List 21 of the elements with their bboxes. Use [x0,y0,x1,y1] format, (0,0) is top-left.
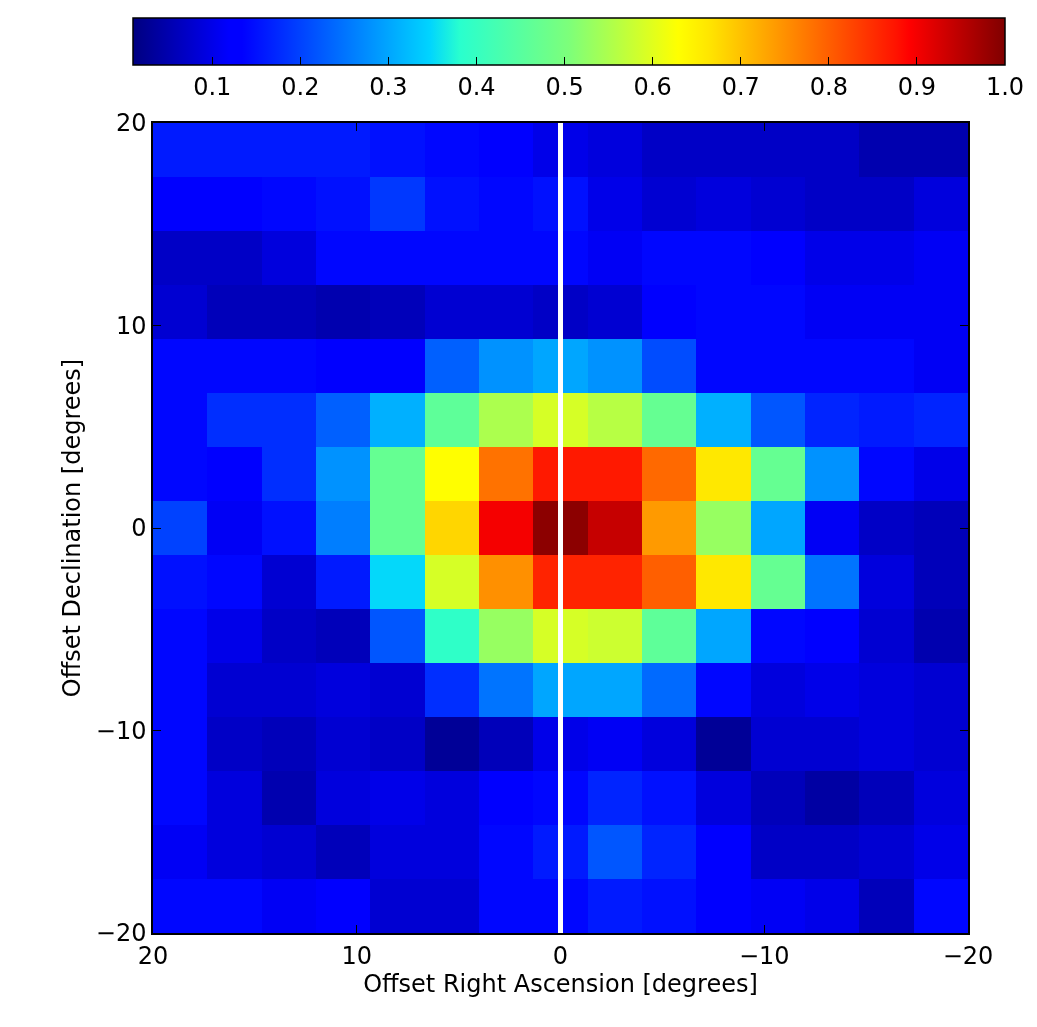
color-bar-label: 0.4 [457,73,496,102]
color-bar-label: 0.7 [721,73,760,102]
color-bar-label: 0.9 [897,73,937,102]
x-tick-label: 10 [341,941,373,970]
x-axis-title: Offset Right Ascension [degrees] [363,969,758,998]
color-bar-label: 0.3 [369,73,408,102]
x-tick-label: −20 [942,941,994,970]
color-bar-label: 0.8 [809,73,848,102]
color-bar-label: 0.6 [633,73,672,102]
y-tick-label: −10 [95,716,147,745]
y-tick-label: 10 [115,311,147,340]
color-bar-label: 0.5 [545,73,584,102]
color-bar-label: 0.1 [193,73,232,102]
x-tick-label: 0 [552,941,569,970]
color-bar-label: 1.0 [985,73,1025,102]
color-bar-label: 0.2 [281,73,320,102]
x-tick-label: −10 [738,941,790,970]
x-tick-label: 20 [137,941,169,970]
y-tick-label: 20 [115,109,147,138]
y-tick-label: 0 [131,514,147,543]
y-axis-title: Offset Declination [degrees] [58,358,87,698]
